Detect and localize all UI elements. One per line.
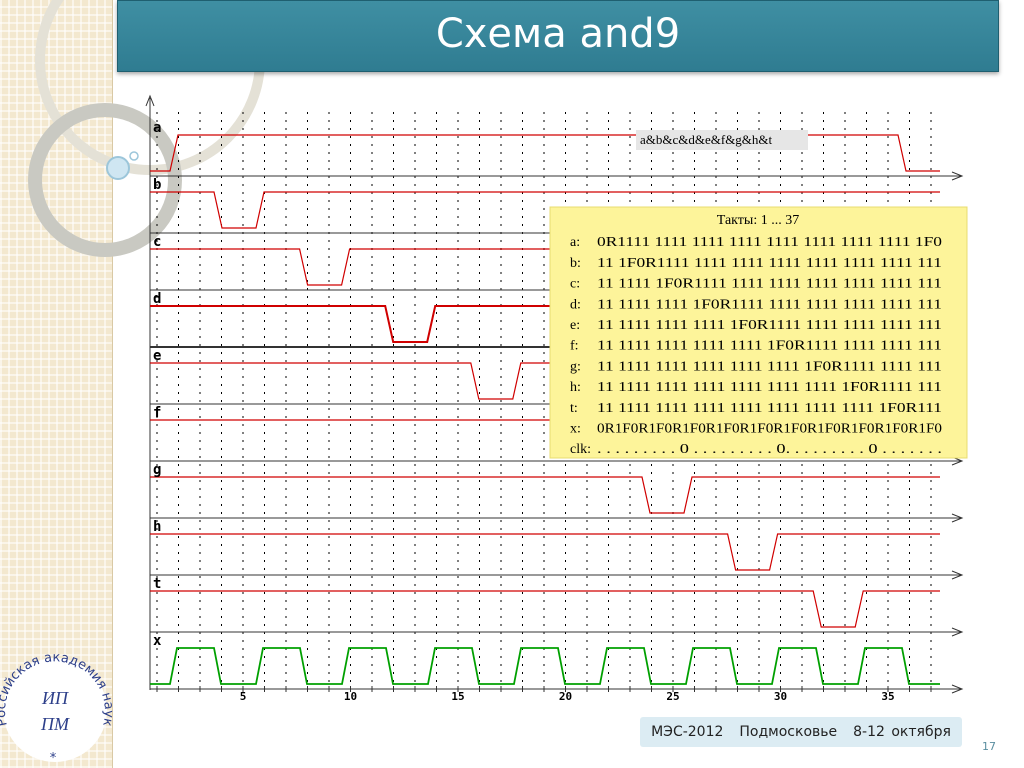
- table-label: x:: [570, 422, 581, 437]
- waveform: [150, 305, 940, 343]
- expression: a&b&c&d&e&f&g&h&t: [640, 132, 773, 147]
- footer-event: МЭС-2012: [651, 724, 724, 740]
- signal-label: f: [153, 405, 161, 421]
- row-arrow: [951, 570, 964, 580]
- signal-label: b: [153, 177, 161, 193]
- ring: [28, 103, 182, 257]
- table-label: c:: [570, 277, 580, 292]
- waveform: [150, 590, 940, 628]
- signal-label: h: [153, 519, 161, 535]
- x-tick-label: 35: [881, 690, 894, 703]
- row-arrow: [951, 171, 964, 181]
- y-arrow: [145, 94, 155, 107]
- table-value: 11 1111 1111 1111 1111 1111 1111 1F0R111…: [597, 380, 942, 395]
- logo: Российская академия наук ИП ПМ *: [0, 650, 116, 766]
- table-label: b:: [570, 256, 581, 271]
- waveform: [150, 533, 940, 571]
- x-tick-label: 30: [774, 690, 787, 703]
- x-tick-label: 15: [451, 690, 464, 703]
- table-label: t:: [570, 401, 578, 416]
- row-arrow: [951, 513, 964, 523]
- signal-label: a: [153, 120, 161, 136]
- signal-label: t: [153, 576, 161, 592]
- x-tick-label: 25: [666, 690, 679, 703]
- table-box: [549, 206, 968, 459]
- signal-label: d: [153, 291, 161, 307]
- page-number: 17: [982, 740, 996, 753]
- row-arrow: [951, 684, 964, 694]
- x-tick-label: 5: [240, 690, 247, 703]
- table-title: Такты: 1 ... 37: [717, 213, 799, 228]
- waveform: [150, 191, 940, 229]
- table-value: 11 1111 1F0R1111 1111 1111 1111 1111 111…: [597, 277, 942, 292]
- waveform: [150, 647, 940, 685]
- waveform: [150, 134, 940, 172]
- table-value: 11 1111 1111 1111 1111 1111 1111 1111 1F…: [597, 401, 942, 416]
- row-arrow: [951, 627, 964, 637]
- footer-place: Подмосковье: [739, 724, 838, 740]
- table-label: f:: [570, 339, 579, 354]
- title-bar: Схема and9: [117, 0, 999, 72]
- waveform: [150, 248, 940, 286]
- table-label: d:: [570, 297, 581, 312]
- waveform: [150, 476, 940, 514]
- signal-label: e: [153, 348, 161, 364]
- footer: МЭС-2012 Подмосковье 8-12 октября: [640, 717, 962, 747]
- table-label: e:: [570, 318, 580, 333]
- table-value: . . . . . . . . . 0 . . . . . . . . . 0.…: [597, 442, 942, 457]
- table-value: 11 1F0R1111 1111 1111 1111 1111 1111 111…: [597, 256, 942, 271]
- table-value: 11 1111 1111 1F0R1111 1111 1111 1111 111…: [597, 297, 942, 312]
- table-value: 11 1111 1111 1111 1111 1111 1F0R1111 111…: [597, 359, 942, 374]
- table-label: clk:: [570, 442, 591, 457]
- table-value: 0R1111 1111 1111 1111 1111 1111 1111 111…: [597, 235, 942, 250]
- logo-bg: [3, 658, 107, 762]
- logo-star: *: [49, 751, 57, 766]
- footer-dates: 8-12 октября: [853, 724, 951, 740]
- logo-top: ИП: [41, 688, 69, 708]
- signal-label: g: [153, 462, 161, 478]
- ring: [129, 151, 139, 161]
- signal-label: c: [153, 234, 161, 250]
- expression-box: [636, 130, 808, 150]
- logo-bottom: ПМ: [40, 714, 70, 734]
- table-label: h:: [570, 380, 581, 395]
- table-value: 11 1111 1111 1111 1F0R1111 1111 1111 111…: [597, 318, 942, 333]
- table-label: a:: [570, 235, 580, 250]
- table-value: 0R1F0R1F0R1F0R1F0R1F0R1F0R1F0R1F0R1F0R1F…: [597, 422, 942, 437]
- signal-label: x: [153, 633, 162, 649]
- x-tick-label: 20: [559, 690, 572, 703]
- title: Схема and9: [435, 11, 681, 57]
- ring: [106, 156, 130, 180]
- x-tick-label: 10: [344, 690, 357, 703]
- table-value: 11 1111 1111 1111 1111 1F0R1111 1111 111…: [597, 339, 942, 354]
- table-label: g:: [570, 359, 581, 374]
